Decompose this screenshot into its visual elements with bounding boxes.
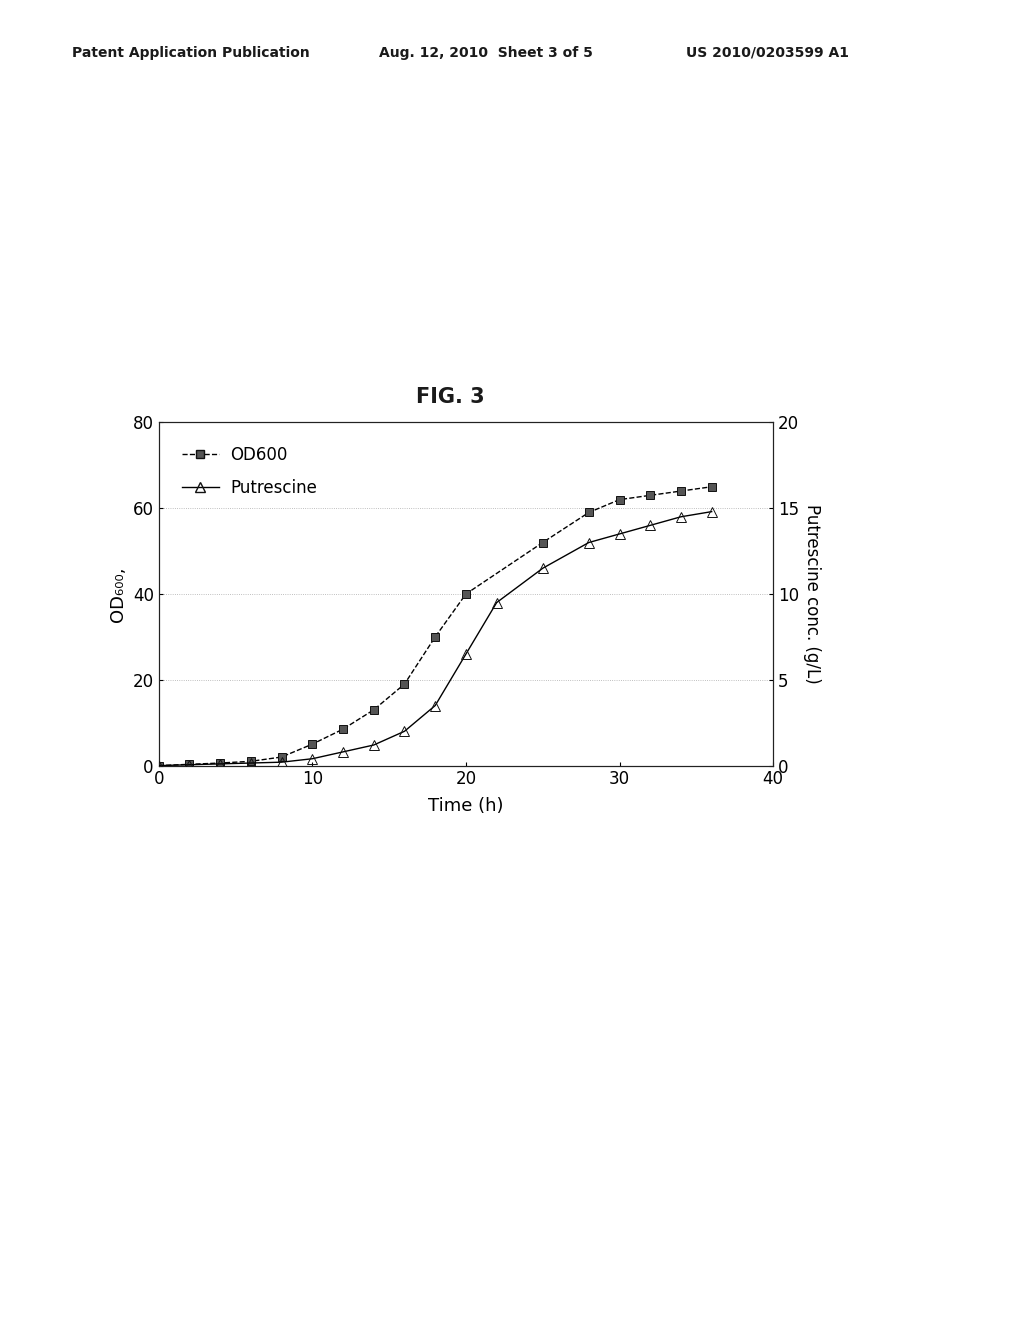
Text: Aug. 12, 2010  Sheet 3 of 5: Aug. 12, 2010 Sheet 3 of 5 [379,46,593,59]
Y-axis label: OD₆₀₀,: OD₆₀₀, [110,566,127,622]
Y-axis label: Putrescine conc. (g/L): Putrescine conc. (g/L) [804,504,821,684]
Legend: OD600, Putrescine: OD600, Putrescine [172,436,328,507]
Text: Patent Application Publication: Patent Application Publication [72,46,309,59]
X-axis label: Time (h): Time (h) [428,797,504,814]
Text: FIG. 3: FIG. 3 [416,387,485,407]
Text: US 2010/0203599 A1: US 2010/0203599 A1 [686,46,849,59]
